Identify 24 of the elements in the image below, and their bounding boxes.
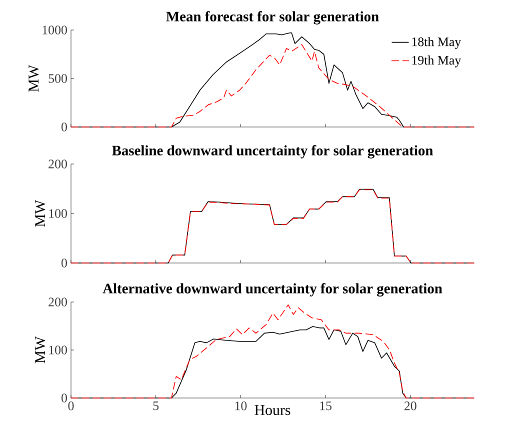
legend-label: 18th May [412,37,462,49]
x-axis-title: Hours [254,405,290,416]
y-tick-label: 100 [49,209,67,218]
legend-label: 19th May [412,56,462,68]
chart-title: Mean forecast for solar generation [166,11,379,24]
x-tick-label: 20 [404,402,416,410]
y-tick-label: 0 [62,258,67,268]
y-tick-label: 1000 [42,26,67,34]
chart-title: Alternative downward uncertainty for solar generation [102,283,442,296]
y-tick-label: 100 [49,346,67,354]
chart-title: Baseline downward uncertainty for solar generation [112,145,433,158]
y-axis-title: MW [35,336,46,364]
y-tick-label: 0 [62,394,67,402]
y-tick-label: 200 [48,160,67,168]
line-series [70,304,474,398]
x-tick-label: 0 [68,402,74,410]
y-tick-label: 0 [62,122,67,132]
x-tick-label: 10 [235,402,247,410]
x-tick-label: 5 [153,402,159,410]
x-tick-label: 15 [320,402,332,410]
y-tick-label: 500 [48,74,67,83]
y-axis-title: MW [28,64,39,92]
y-tick-label: 200 [48,298,67,306]
y-axis-title: MW [35,200,46,227]
